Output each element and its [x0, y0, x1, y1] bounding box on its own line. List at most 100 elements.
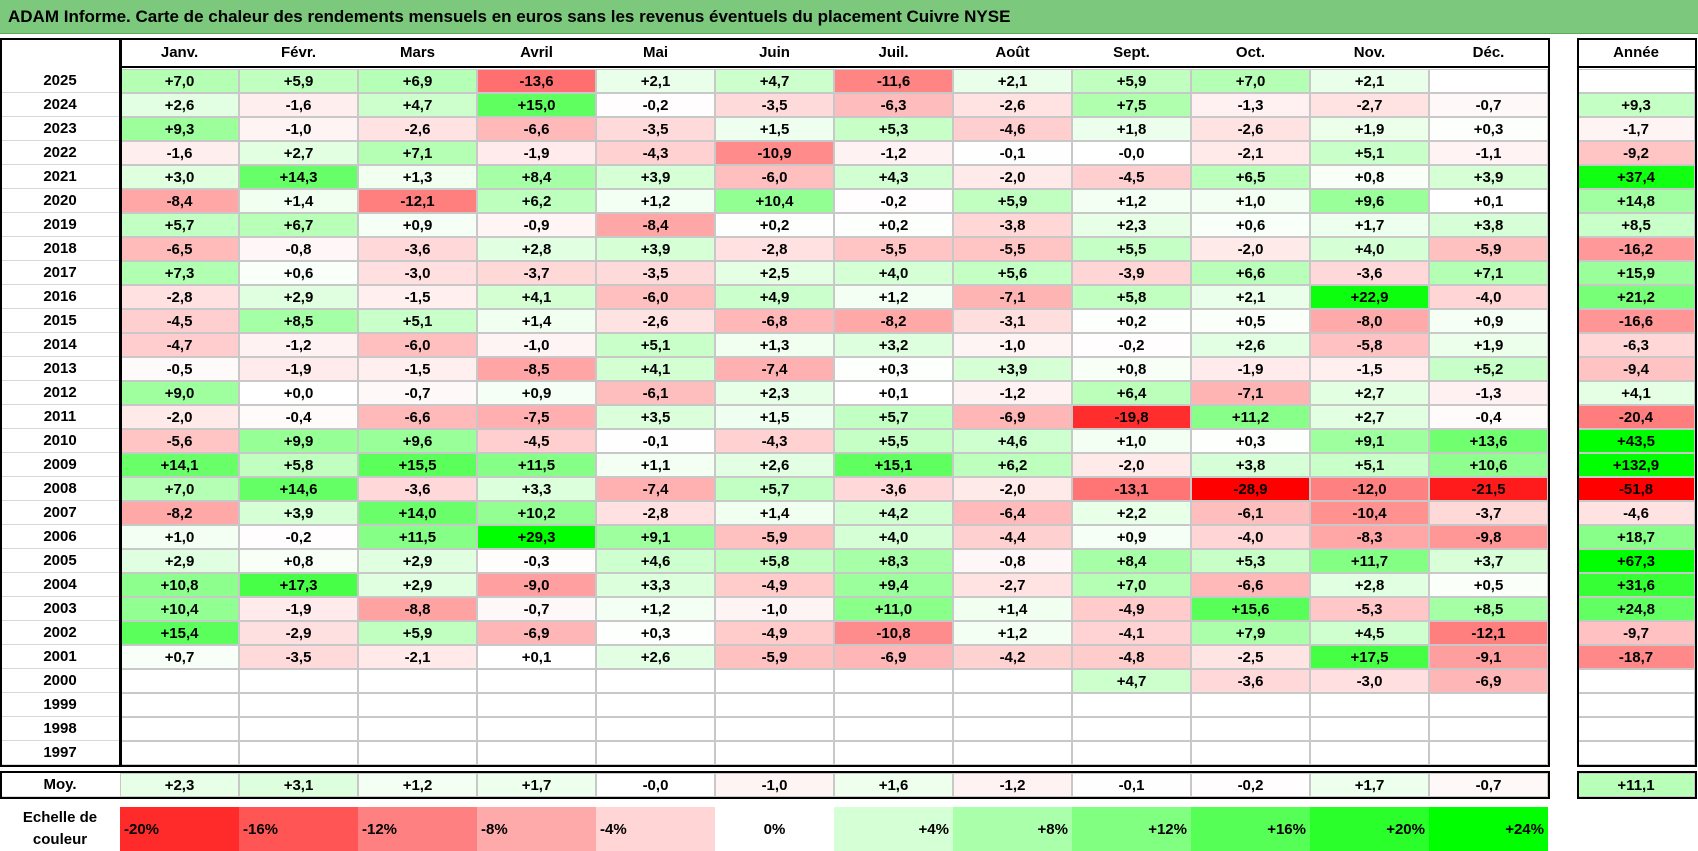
heatmap-cell: -4,8 [1072, 645, 1191, 669]
heatmap-cell [715, 741, 834, 765]
heatmap-cell: -4,3 [596, 141, 715, 165]
heatmap-cell: +3,5 [596, 405, 715, 429]
heatmap-cell: -6,5 [120, 237, 239, 261]
heatmap-cell: -8,3 [1310, 525, 1429, 549]
legend-swatch: -8% [477, 807, 596, 851]
year-label: 2002 [0, 621, 120, 645]
heatmap-cell [1429, 717, 1548, 741]
heatmap-cell: -4,9 [715, 573, 834, 597]
heatmap-cell: +1,5 [715, 117, 834, 141]
heatmap-cell: -10,8 [834, 621, 953, 645]
heatmap-cell: -4,9 [715, 621, 834, 645]
heatmap-cell: +5,3 [834, 117, 953, 141]
heatmap-cell: +1,3 [358, 165, 477, 189]
heatmap-cell [715, 669, 834, 693]
heatmap-cell: +9,1 [1310, 429, 1429, 453]
heatmap-cell: +5,1 [358, 309, 477, 333]
heatmap-cell: +3,9 [596, 165, 715, 189]
annual-cell: +24,8 [1577, 597, 1695, 621]
heatmap-cell: -3,0 [1310, 669, 1429, 693]
annual-cell: +14,8 [1577, 189, 1695, 213]
heatmap-cell: +0,7 [120, 645, 239, 669]
heatmap-cell: +4,0 [834, 525, 953, 549]
heatmap-cell: -2,6 [596, 309, 715, 333]
heatmap-cell [239, 741, 358, 765]
heatmap-cell: -0,0 [1072, 141, 1191, 165]
heatmap-cell: -2,6 [1191, 117, 1310, 141]
average-cell: +1,7 [1310, 773, 1429, 797]
heatmap-cell: +10,4 [120, 597, 239, 621]
heatmap-cell [477, 693, 596, 717]
heatmap-cell: +2,2 [1072, 501, 1191, 525]
heatmap-cell [239, 693, 358, 717]
heatmap-cell: +1,0 [120, 525, 239, 549]
heatmap-cell: -3,5 [596, 117, 715, 141]
heatmap-cell: -4,6 [953, 117, 1072, 141]
heatmap-cell: +2,3 [715, 381, 834, 405]
legend-title-line1: Echelle de [22, 809, 98, 826]
heatmap-cell: +4,0 [834, 261, 953, 285]
heatmap-cell: -1,9 [1191, 357, 1310, 381]
annual-cell: +21,2 [1577, 285, 1695, 309]
heatmap-cell: +5,7 [120, 213, 239, 237]
annual-cell: -6,3 [1577, 333, 1695, 357]
year-label: 2024 [0, 93, 120, 117]
heatmap-cell: +7,0 [1072, 573, 1191, 597]
legend-swatch: +8% [953, 807, 1072, 851]
heatmap-cell: -7,5 [477, 405, 596, 429]
month-header: Févr. [239, 38, 358, 68]
heatmap-cell: +5,2 [1429, 357, 1548, 381]
heatmap-cell: +1,0 [1191, 189, 1310, 213]
year-label: 1997 [0, 741, 120, 765]
heatmap-cell: +0,9 [1429, 309, 1548, 333]
heatmap-cell: -6,6 [477, 117, 596, 141]
year-label: 2008 [0, 477, 120, 501]
heatmap-cell: +0,6 [239, 261, 358, 285]
annual-cell: -16,6 [1577, 309, 1695, 333]
heatmap-cell: +5,5 [834, 429, 953, 453]
heatmap-cell: -4,5 [477, 429, 596, 453]
legend-swatch: +20% [1310, 807, 1429, 851]
heatmap-cell: +4,6 [953, 429, 1072, 453]
heatmap-cell [358, 741, 477, 765]
year-label: 2004 [0, 573, 120, 597]
heatmap-cell: -3,7 [477, 261, 596, 285]
heatmap-cell: -4,3 [715, 429, 834, 453]
heatmap-cell: +5,8 [1072, 285, 1191, 309]
average-cell: -0,2 [1191, 773, 1310, 797]
heatmap-cell: -8,5 [477, 357, 596, 381]
heatmap-cell: -1,9 [477, 141, 596, 165]
heatmap-cell: +8,4 [477, 165, 596, 189]
heatmap-cell: -7,1 [1191, 381, 1310, 405]
heatmap-cell [1072, 717, 1191, 741]
heatmap-cell: -5,8 [1310, 333, 1429, 357]
heatmap-cell: +6,2 [953, 453, 1072, 477]
heatmap-cell: +4,2 [834, 501, 953, 525]
heatmap-cell: -1,9 [239, 357, 358, 381]
legend-title-line2: couleur [32, 831, 88, 848]
month-header: Déc. [1429, 38, 1548, 68]
heatmap-cell: +11,5 [358, 525, 477, 549]
heatmap-cell: +10,2 [477, 501, 596, 525]
heatmap-cell: +0,2 [834, 213, 953, 237]
month-header: Mars [358, 38, 477, 68]
heatmap-cell: +0,0 [239, 381, 358, 405]
heatmap-cell: +4,7 [715, 69, 834, 93]
year-total-header: Année [1577, 38, 1695, 68]
heatmap-cell: +2,5 [715, 261, 834, 285]
year-label: 2015 [0, 309, 120, 333]
heatmap-cell: -3,6 [358, 237, 477, 261]
heatmap-cell: +4,9 [715, 285, 834, 309]
legend-swatch: +16% [1191, 807, 1310, 851]
heatmap-cell: +9,1 [596, 525, 715, 549]
heatmap-cell: -12,1 [358, 189, 477, 213]
heatmap-cell: -3,6 [1191, 669, 1310, 693]
annual-cell: +132,9 [1577, 453, 1695, 477]
heatmap-cell: -6,6 [358, 405, 477, 429]
average-cell: -0,0 [596, 773, 715, 797]
heatmap-cell: -28,9 [1191, 477, 1310, 501]
month-header: Mai [596, 38, 715, 68]
annual-cell: -51,8 [1577, 477, 1695, 501]
heatmap-cell: -4,0 [1191, 525, 1310, 549]
heatmap-cell: +15,6 [1191, 597, 1310, 621]
